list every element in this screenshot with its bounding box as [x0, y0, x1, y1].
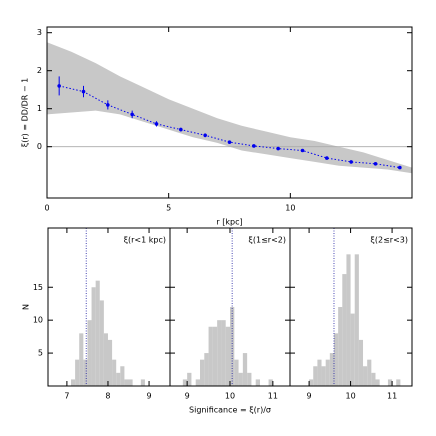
- histogram-bar: [79, 333, 84, 386]
- histogram-bar: [238, 372, 243, 386]
- x-axis-label: r [kpc]: [216, 218, 242, 227]
- data-point: [81, 89, 86, 94]
- histogram-bar: [255, 379, 260, 386]
- histogram-bar: [91, 287, 96, 386]
- y-tick-label: 1: [37, 104, 42, 113]
- data-point: [252, 144, 256, 148]
- histogram-bar: [182, 379, 188, 386]
- histogram-bar: [342, 274, 347, 386]
- y-axis-label: ξ(r) = DD/DR − 1: [21, 78, 30, 147]
- data-point: [57, 84, 61, 88]
- histogram-bar: [128, 379, 133, 386]
- x-tick-label: 11: [387, 392, 397, 401]
- data-point: [106, 103, 110, 107]
- histogram-bar: [83, 359, 88, 386]
- histogram-bar: [221, 320, 226, 386]
- histogram-bar: [103, 333, 108, 386]
- histogram-bar: [200, 359, 205, 386]
- data-point: [130, 112, 134, 117]
- x-tick-label: 10: [345, 392, 355, 401]
- histogram-bar: [95, 280, 100, 386]
- y-axis-label: N: [22, 304, 31, 310]
- histogram-bar: [204, 353, 209, 386]
- histogram-bar: [309, 379, 314, 386]
- y-tick-label: 3: [37, 28, 42, 37]
- data-point: [203, 133, 207, 138]
- data-point: [349, 160, 353, 164]
- histogram-bar: [116, 372, 121, 386]
- histogram-bar: [396, 379, 401, 386]
- histogram-bar: [217, 320, 222, 386]
- panel-title: ξ(r<1 kpc): [124, 236, 166, 245]
- histogram-bar: [120, 366, 125, 386]
- histogram-bar: [87, 320, 92, 386]
- histogram-bar: [187, 372, 192, 386]
- histogram-bar: [225, 326, 230, 386]
- histogram-bar: [195, 379, 200, 386]
- histogram-bar: [140, 379, 145, 386]
- x-tick-label: 9: [147, 392, 152, 401]
- y-tick-label: 5: [38, 349, 43, 358]
- x-tick-label: 5: [166, 204, 171, 213]
- histogram-bar: [363, 366, 368, 386]
- histogram-bar: [371, 372, 376, 386]
- data-point: [373, 162, 378, 166]
- y-tick-label: 15: [33, 283, 43, 292]
- histogram-bar: [375, 379, 380, 386]
- y-tick-label: 0: [37, 142, 42, 151]
- x-tick-label: 9: [185, 392, 190, 401]
- histogram-bar: [242, 353, 248, 386]
- histogram-bar: [112, 359, 117, 386]
- histogram-bar: [325, 359, 330, 386]
- histogram-bar: [107, 339, 113, 386]
- histogram-bar: [71, 379, 76, 386]
- y-tick-label: 10: [33, 316, 43, 325]
- histogram-bar: [333, 333, 339, 386]
- histogram-bar: [99, 300, 104, 386]
- data-point: [227, 140, 232, 144]
- x-axis-label: Significance = ξ(r)/σ: [189, 406, 271, 415]
- histogram-bar: [338, 307, 343, 386]
- histogram-bar: [321, 366, 326, 386]
- histogram-bar: [317, 359, 322, 386]
- data-point: [154, 122, 159, 126]
- data-point: [398, 165, 402, 170]
- x-tick-label: 10: [285, 204, 295, 213]
- histogram-bar: [268, 379, 273, 386]
- x-tick-label: 8: [105, 392, 110, 401]
- histogram-bar: [358, 339, 364, 386]
- histogram-bar: [367, 359, 372, 386]
- histogram-bar: [234, 359, 239, 386]
- histogram-bar: [329, 353, 334, 386]
- data-point: [276, 146, 280, 151]
- data-point: [325, 156, 329, 160]
- histogram-bar: [124, 379, 129, 386]
- histogram-bar: [247, 372, 252, 386]
- histogram-bar: [354, 254, 359, 386]
- x-tick-label: 11: [268, 392, 278, 401]
- x-tick-label: 0: [44, 204, 49, 213]
- x-tick-label: 7: [64, 392, 69, 401]
- histogram-bar: [350, 313, 355, 386]
- histogram-bar: [346, 254, 351, 386]
- histogram-bar: [75, 359, 80, 386]
- y-tick-label: 2: [37, 66, 42, 75]
- x-tick-label: 10: [225, 392, 235, 401]
- panel-title: ξ(1≤r<2): [248, 236, 286, 245]
- data-point: [179, 127, 183, 132]
- confidence-band: [47, 42, 412, 174]
- data-point: [300, 148, 305, 153]
- plot-frame: [46, 26, 413, 199]
- histogram-bar: [313, 366, 318, 386]
- histogram-bar: [212, 326, 218, 386]
- panel-title: ξ(2≤r<3): [370, 236, 408, 245]
- histogram-bar: [208, 326, 213, 386]
- histogram-bar: [387, 379, 393, 386]
- x-tick-label: 9: [307, 392, 312, 401]
